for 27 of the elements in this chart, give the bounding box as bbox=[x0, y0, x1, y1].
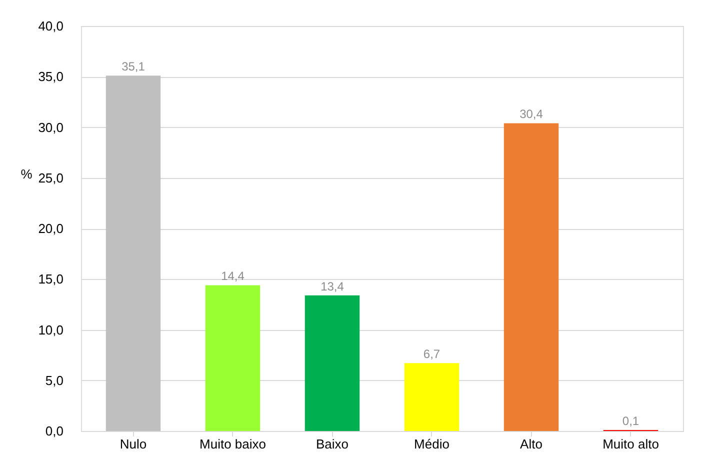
bar bbox=[106, 76, 161, 431]
data-label: 0,1 bbox=[622, 414, 640, 428]
y-tick-label: 25,0 bbox=[38, 170, 64, 186]
data-label: 13,4 bbox=[320, 279, 344, 294]
y-tick-label: 15,0 bbox=[38, 272, 64, 287]
bar bbox=[404, 363, 460, 431]
y-axis-title: % bbox=[20, 166, 33, 182]
x-tick-label: Alto bbox=[520, 436, 542, 452]
x-tick-label: Nulo bbox=[120, 436, 147, 452]
x-tick-label: Muito baixo bbox=[200, 436, 266, 452]
bar bbox=[205, 285, 260, 431]
x-tick-label: Médio bbox=[414, 436, 450, 452]
data-label: 30,4 bbox=[520, 107, 544, 122]
x-tick-label: Baixo bbox=[316, 436, 349, 452]
y-tick-label: 10,0 bbox=[38, 322, 64, 338]
x-tick-label: Muito alto bbox=[602, 436, 659, 452]
data-label: 35,1 bbox=[122, 60, 146, 74]
y-tick-label: 20,0 bbox=[38, 221, 64, 236]
y-tick-label: 35,0 bbox=[38, 69, 64, 84]
y-tick-label: 0,0 bbox=[45, 424, 64, 438]
data-label: 14,4 bbox=[221, 269, 245, 284]
data-label: 6,7 bbox=[423, 347, 440, 362]
bar bbox=[504, 123, 559, 431]
bar bbox=[304, 295, 360, 431]
y-tick-label: 40,0 bbox=[38, 18, 64, 34]
y-tick-label: 5,0 bbox=[45, 372, 64, 388]
y-tick-label: 30,0 bbox=[38, 120, 64, 135]
